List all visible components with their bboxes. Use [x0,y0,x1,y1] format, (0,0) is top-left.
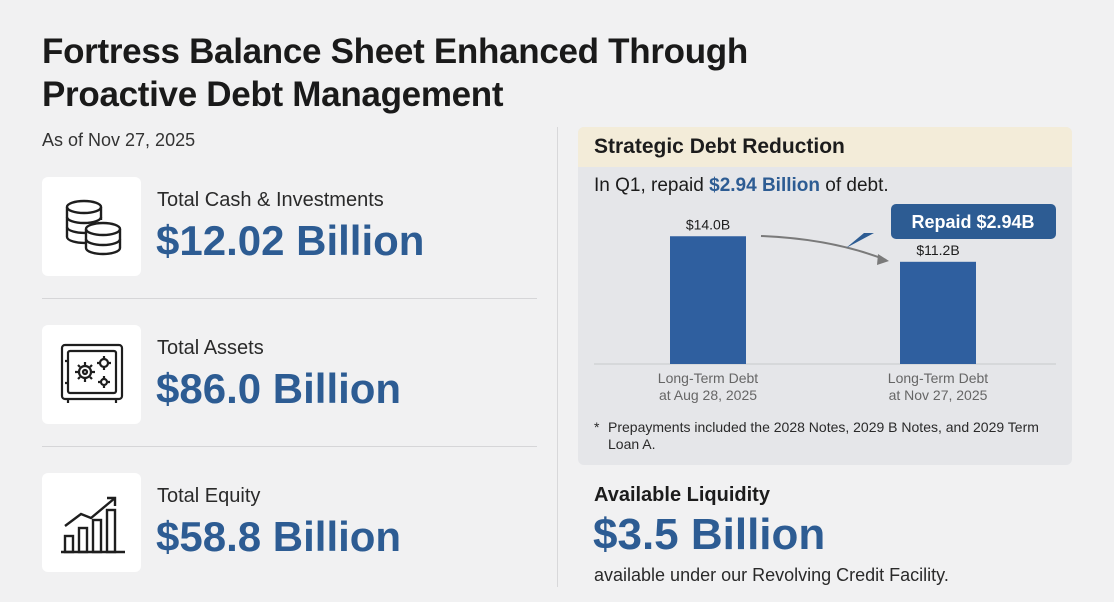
metric-label: Total Cash & Investments [157,189,384,211]
liquidity-title: Available Liquidity [594,484,770,506]
arrow-head-icon [877,254,889,265]
panel-subtitle: In Q1, repaid $2.94 Billion of debt. [594,175,889,197]
metric-assets: Total Assets $86.0 Billion [42,325,537,425]
metric-cash: Total Cash & Investments $12.02 Billion [42,177,537,277]
category-label: at Aug 28, 2025 [659,387,757,403]
bar-value-label: $11.2B [916,242,959,258]
coins-stack-icon [42,177,141,276]
footnote: * Prepayments included the 2028 Notes, 2… [594,419,1054,453]
page-title: Fortress Balance Sheet Enhanced Through … [42,32,748,114]
bar-1 [900,261,976,364]
vault-safe-icon [42,325,141,424]
footnote-text: Prepayments included the 2028 Notes, 202… [608,419,1039,452]
as-of-date: As of Nov 27, 2025 [42,130,196,150]
liquidity-description: available under our Revolving Credit Fac… [594,565,949,585]
metric-label: Total Assets [157,337,264,359]
liquidity-value: $3.5 Billion [593,510,826,559]
growth-bar-chart-icon [42,473,141,572]
callout-badge: Repaid $2.94B [846,204,1056,248]
metric-label: Total Equity [157,485,261,507]
subtitle-highlight: $2.94 Billion [709,175,820,196]
bar-value-label: $14.0B [686,216,730,232]
category-label: Long-Term Debt [658,370,758,386]
debt-reduction-panel: Strategic Debt Reduction In Q1, repaid $… [578,127,1072,465]
callout-label: Repaid $2.94B [911,212,1034,232]
vertical-divider [557,127,558,587]
bar-0 [670,236,746,364]
metric-equity: Total Equity $58.8 Billion [42,473,537,573]
category-label: at Nov 27, 2025 [889,387,988,403]
footnote-marker: * [594,419,600,435]
metric-value: $12.02 Billion [156,217,425,264]
metric-value: $58.8 Billion [156,513,402,560]
category-label: Long-Term Debt [888,370,988,386]
panel-heading: Strategic Debt Reduction [578,127,1072,167]
subtitle-suffix: of debt. [820,175,889,196]
transition-arrow [760,235,887,261]
divider [42,298,537,299]
subtitle-prefix: In Q1, repaid [594,175,710,196]
divider [42,446,537,447]
metric-value: $86.0 Billion [156,365,402,412]
